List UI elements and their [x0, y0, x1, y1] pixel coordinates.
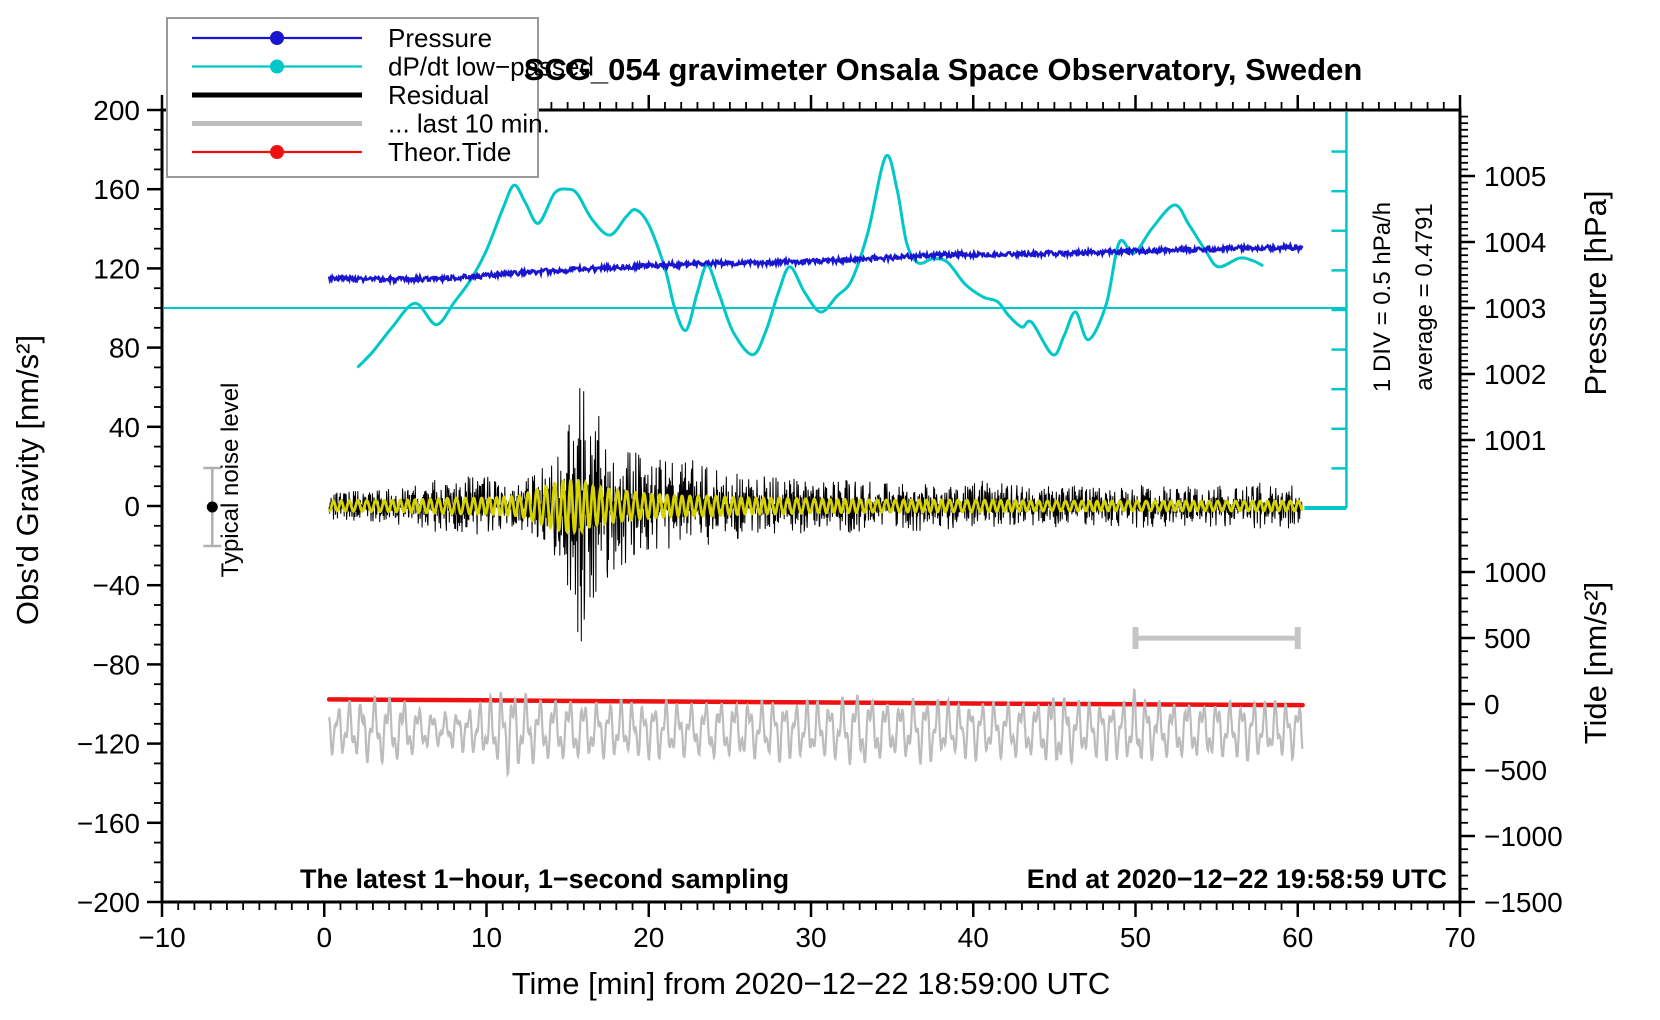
x-tick-label: 70: [1444, 922, 1475, 953]
pressure-tick-label: 1005: [1484, 161, 1546, 192]
axes-layer: −10 0 10 20 30 40 50 60 70 200 160 120 80 40 0 −40 −80 −1…: [77, 95, 1563, 953]
dpdt-curve: [356, 153, 1264, 369]
y-left-tick-label: −200: [77, 887, 140, 918]
noise-level-label: Typical noise level: [217, 383, 244, 578]
tide-tick-label: 0: [1484, 689, 1500, 720]
y-left-tick-label: −160: [77, 808, 140, 839]
residual-lowpass-curve: [327, 478, 1304, 536]
pressure-curve: [327, 240, 1304, 287]
legend-item-label: Pressure: [388, 23, 492, 53]
tide-axis-label: Tide [nm/s²]: [1578, 582, 1613, 745]
markers-layer: [203, 466, 1301, 650]
x-tick-label: −10: [138, 922, 186, 953]
sampling-note: The latest 1−hour, 1−second sampling: [300, 864, 789, 894]
y-left-tick-label: 120: [93, 253, 140, 284]
pressure-axis-label: Pressure [hPa]: [1578, 190, 1613, 395]
last10-curve: [328, 688, 1304, 779]
x-tick-label: 0: [316, 922, 332, 953]
tide-tick-label: 500: [1484, 623, 1531, 654]
pressure-tick-label: 1003: [1484, 293, 1546, 324]
y-left-tick-label: 0: [124, 491, 140, 522]
y-left-tick-label: −40: [93, 570, 141, 601]
pressure-tick-label: 1004: [1484, 227, 1546, 258]
curves-layer: [164, 111, 1348, 779]
div-scale-annotation: 1 DIV = 0.5 hPa/h: [1369, 202, 1396, 392]
x-tick-label: 50: [1120, 922, 1151, 953]
end-note: End at 2020−12−22 19:58:59 UTC: [1027, 864, 1447, 894]
x-tick-label: 60: [1282, 922, 1313, 953]
average-annotation: average = 0.4791: [1411, 203, 1438, 391]
tide-tick-label: −500: [1484, 755, 1547, 786]
noise-level-dot: [206, 501, 218, 513]
x-tick-label: 40: [958, 922, 989, 953]
legend-item-label: ... last 10 min.: [388, 109, 550, 139]
tide-tick-label: 1000: [1484, 557, 1546, 588]
plot-title: SCG_054 gravimeter Onsala Space Observat…: [524, 52, 1363, 87]
pressure-tick-label: 1002: [1484, 359, 1546, 390]
y-left-tick-label: 200: [93, 95, 140, 126]
x-tick-label: 30: [795, 922, 826, 953]
x-tick-label: 10: [471, 922, 502, 953]
y-left-axis-label: Obs'd Gravity [nm/s²]: [10, 335, 45, 625]
x-tick-label: 20: [633, 922, 664, 953]
legend-item-label: dP/dt low−passed: [388, 52, 594, 82]
residual-curve: [328, 388, 1303, 642]
legend-dot-sample: [270, 145, 284, 159]
legend-item-label: Residual: [388, 80, 489, 110]
tide-tick-label: −1000: [1484, 821, 1563, 852]
legend-dot-sample: [270, 59, 284, 74]
labels-layer: SCG_054 gravimeter Onsala Space Observat…: [10, 52, 1613, 1001]
tide-tick-label: −1500: [1484, 887, 1563, 918]
y-left-tick-label: −120: [77, 729, 140, 760]
pressure-tick-label: 1001: [1484, 425, 1546, 456]
y-left-tick-label: −80: [93, 649, 141, 680]
legend-item-label: Theor.Tide: [388, 137, 511, 167]
y-left-tick-label: 80: [109, 333, 140, 364]
y-left-tick-label: 160: [93, 174, 140, 205]
legend-dot-sample: [270, 31, 284, 45]
x-axis-label: Time [min] from 2020−12−22 18:59:00 UTC: [512, 966, 1111, 1001]
y-left-tick-label: 40: [109, 412, 140, 443]
